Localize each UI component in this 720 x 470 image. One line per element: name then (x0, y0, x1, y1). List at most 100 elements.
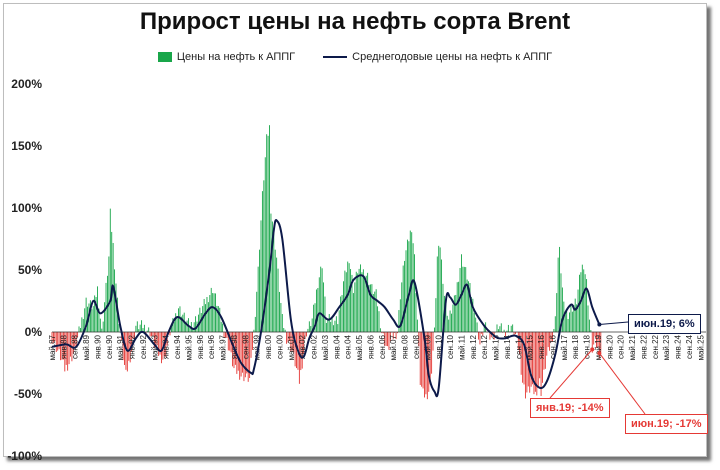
legend-label-line: Среднегодовые цены на нефть к АППГ (352, 51, 553, 63)
bar (296, 332, 297, 369)
bar (64, 332, 66, 372)
annotation-leader (598, 352, 646, 415)
bar (483, 324, 485, 332)
bar (398, 310, 400, 332)
x-tick-label: сен.10 (446, 334, 455, 359)
bar (395, 332, 397, 340)
bar (576, 304, 578, 332)
bar (209, 295, 211, 332)
bar (261, 191, 263, 332)
bar (345, 272, 347, 332)
x-tick-label: май.13 (492, 334, 501, 360)
bar (424, 332, 425, 398)
bar (503, 329, 505, 332)
legend-bar-swatch-icon (157, 52, 172, 62)
bar (449, 310, 451, 332)
bar (62, 332, 64, 360)
x-tick-label: май.11 (457, 334, 466, 359)
bar (134, 332, 135, 339)
bar (377, 306, 379, 332)
bar (267, 135, 269, 332)
bar (280, 302, 282, 332)
bar (448, 319, 450, 332)
bar (136, 321, 138, 332)
bar (370, 284, 371, 332)
bar (72, 332, 74, 354)
bar (185, 322, 187, 332)
bar (158, 332, 160, 356)
bar (573, 305, 575, 332)
bar (92, 306, 94, 332)
bar (374, 291, 376, 332)
bar (306, 332, 307, 337)
bar (544, 332, 546, 369)
bar (567, 318, 569, 332)
bar (210, 287, 212, 332)
bar (357, 273, 359, 332)
bar (327, 318, 329, 332)
x-tick-label: май.03 (321, 334, 330, 360)
bar (298, 332, 300, 384)
bar (550, 332, 552, 343)
bar (206, 296, 208, 332)
x-tick-label: сен.24 (685, 334, 694, 359)
bar (405, 250, 407, 332)
bar (389, 332, 391, 342)
x-tick-label: сен.00 (275, 334, 284, 359)
bar (256, 291, 258, 332)
bar (343, 281, 344, 332)
bar (537, 332, 539, 387)
bar (367, 272, 369, 332)
bar (399, 299, 401, 332)
bar (598, 332, 600, 359)
bar (243, 332, 245, 382)
bar (95, 297, 97, 332)
bar (480, 332, 482, 334)
bar (293, 332, 295, 353)
bar (57, 332, 59, 351)
x-tick-label: янв.22 (639, 334, 648, 359)
bar (408, 241, 410, 332)
bar (193, 322, 195, 332)
bar (176, 316, 178, 332)
bar (543, 332, 545, 370)
x-tick-label: май.19 (594, 334, 603, 360)
bar (78, 326, 80, 332)
bar (554, 316, 556, 332)
bar (587, 305, 589, 332)
bar (540, 332, 542, 396)
x-tick-label: сен.96 (207, 334, 216, 359)
bar (323, 282, 325, 332)
x-tick-label: янв.94 (162, 334, 171, 359)
bar (186, 320, 188, 332)
bar (431, 332, 433, 374)
annotation-label: июн.19; -17% (625, 414, 708, 434)
bar (517, 332, 519, 350)
series-line (51, 219, 601, 398)
bar (148, 327, 150, 332)
x-tick-label: янв.06 (366, 334, 375, 359)
bar (594, 332, 596, 337)
bar (246, 332, 248, 374)
y-tick-label: 0% (25, 325, 43, 339)
bar (381, 332, 383, 334)
bar (152, 332, 154, 336)
x-tick-label: янв.02 (298, 334, 307, 359)
bar (406, 239, 408, 332)
bar (593, 332, 595, 345)
bar (54, 332, 56, 342)
bar (244, 332, 246, 378)
bar (307, 328, 309, 332)
annotation-point (597, 351, 602, 356)
bar (333, 325, 334, 332)
bar (213, 293, 215, 332)
y-tick-label: 200% (11, 77, 42, 91)
bar (466, 279, 468, 332)
x-tick-label: май.25 (696, 334, 705, 360)
bar (382, 332, 384, 334)
bar (318, 277, 320, 332)
bar (226, 332, 228, 338)
bar (561, 287, 563, 332)
bar (128, 332, 130, 361)
bar (421, 332, 423, 387)
